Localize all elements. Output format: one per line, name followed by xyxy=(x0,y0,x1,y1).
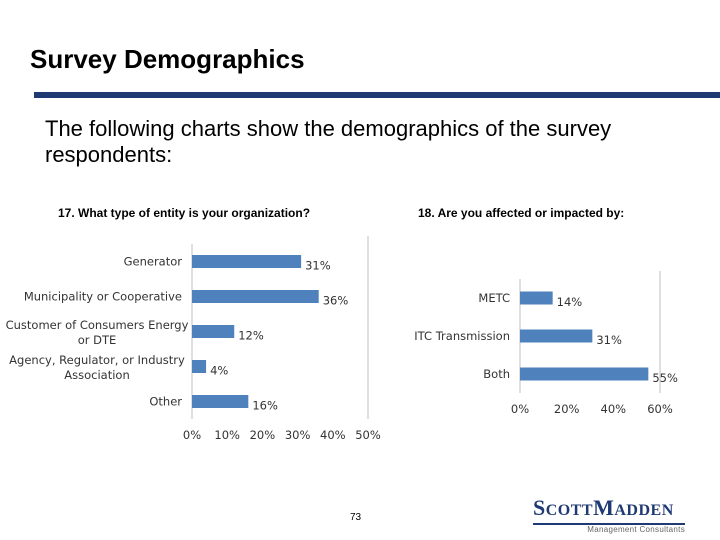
chart2-title: 18. Are you affected or impacted by: xyxy=(418,206,625,220)
chart2-tick-label-1: 20% xyxy=(554,402,580,416)
slide-title: Survey Demographics xyxy=(30,44,305,74)
title-divider xyxy=(34,92,720,98)
entity-type-chart: 31% Generator 36% Municipality or Cooperati… xyxy=(6,236,381,442)
chart1-category-label-2-1: or DTE xyxy=(78,333,117,347)
chart1-category-label-4-0: Other xyxy=(149,395,182,409)
chart1-tick-label-4: 40% xyxy=(320,428,346,442)
chart1-value-label-3: 4% xyxy=(210,364,228,378)
chart2-value-label-2: 55% xyxy=(652,371,678,385)
chart1-value-label-0: 31% xyxy=(305,259,331,273)
chart1-category-label-3-0: Agency, Regulator, or Industry xyxy=(9,353,185,367)
chart2-tick-label-2: 40% xyxy=(601,402,627,416)
chart2-category-label-1-0: ITC Transmission xyxy=(414,329,510,343)
logo-rule xyxy=(533,523,685,525)
chart1-tick-label-3: 30% xyxy=(285,428,311,442)
chart1-category-label-3-1: Association xyxy=(64,368,129,382)
chart1-value-label-4: 16% xyxy=(252,399,278,413)
logo-wordmark: SCOTTMADDEN xyxy=(533,495,674,520)
chart2-tick-label-0: 0% xyxy=(511,402,529,416)
chart1-value-label-1: 36% xyxy=(323,294,349,308)
chart2-category-label-2-0: Both xyxy=(483,367,510,381)
chart1-value-label-2: 12% xyxy=(238,329,264,343)
chart1-category-label-0-0: Generator xyxy=(124,255,183,269)
chart1-category-label-1-0: Municipality or Cooperative xyxy=(24,290,182,304)
chart2-bar-0 xyxy=(520,291,553,305)
chart1-bar-3 xyxy=(192,360,207,373)
logo-subtitle: Management Consultants xyxy=(587,525,685,534)
chart1-bar-2 xyxy=(192,325,235,338)
chart2-category-label-0-0: METC xyxy=(478,291,510,305)
scottmadden-logo: SCOTTMADDEN Management Consultants xyxy=(533,497,691,534)
chart1-bar-4 xyxy=(192,395,249,408)
chart2-bar-1 xyxy=(520,329,593,343)
chart1-tick-label-5: 50% xyxy=(355,428,381,442)
chart1-bar-0 xyxy=(192,255,302,268)
chart2-value-label-1: 31% xyxy=(596,333,622,347)
chart1-tick-label-2: 20% xyxy=(250,428,276,442)
page-number: 73 xyxy=(350,512,362,523)
chart2-bar-2 xyxy=(520,367,649,381)
chart2-value-label-0: 14% xyxy=(557,295,583,309)
chart1-tick-label-0: 0% xyxy=(183,428,201,442)
chart1-title: 17. What type of entity is your organiza… xyxy=(58,206,311,220)
chart1-category-label-2-0: Customer of Consumers Energy xyxy=(6,318,189,332)
chart1-bar-1 xyxy=(192,290,319,303)
chart1-tick-label-1: 10% xyxy=(214,428,240,442)
intro-text: The following charts show the demographi… xyxy=(45,116,612,167)
chart2-tick-label-3: 60% xyxy=(647,402,673,416)
impact-chart: 14% METC 31% ITC Transmission 55% Both 0% 20% 40… xyxy=(414,271,678,416)
